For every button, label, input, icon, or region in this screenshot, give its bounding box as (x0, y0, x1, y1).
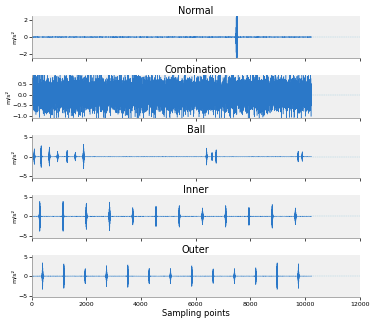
Y-axis label: m/s²: m/s² (11, 269, 17, 283)
Title: Inner: Inner (183, 185, 209, 195)
Y-axis label: m/s²: m/s² (11, 150, 17, 164)
Title: Ball: Ball (186, 125, 205, 135)
Title: Combination: Combination (165, 65, 227, 75)
Y-axis label: m/s²: m/s² (11, 30, 17, 44)
X-axis label: Sampling points: Sampling points (162, 309, 230, 318)
Y-axis label: m/s²: m/s² (6, 90, 11, 104)
Y-axis label: m/s²: m/s² (11, 209, 17, 223)
Title: Outer: Outer (182, 245, 210, 255)
Title: Normal: Normal (178, 6, 213, 16)
